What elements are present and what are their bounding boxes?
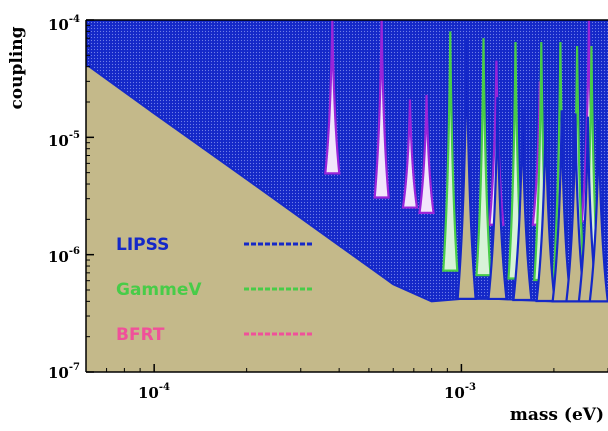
resonance-peak-gammev bbox=[442, 31, 459, 272]
resonance-peak-lipss bbox=[487, 97, 508, 301]
resonance-peak-lipss bbox=[565, 113, 586, 303]
x-axis-title: mass (eV) bbox=[510, 405, 604, 425]
legend: LIPSS GammeV BFRT bbox=[116, 235, 312, 345]
x-tick-label: 10-3 bbox=[444, 382, 476, 402]
resonance-peak-lipss bbox=[456, 38, 477, 300]
legend-label-lipss: LIPSS bbox=[116, 235, 169, 255]
y-tick-label: 10-4 bbox=[48, 14, 80, 34]
resonance-peak-bfrt bbox=[418, 94, 435, 214]
y-axis-title: coupling bbox=[7, 26, 27, 109]
resonance-peak-lipss bbox=[588, 120, 608, 303]
exclusion-region-lipss bbox=[86, 20, 608, 302]
legend-label-gammev: GammeV bbox=[116, 280, 202, 300]
y-tick-label: 10-7 bbox=[48, 362, 80, 382]
resonance-peak-gammev bbox=[475, 38, 492, 277]
x-tick-label: 10-4 bbox=[138, 382, 170, 402]
y-tick-label: 10-6 bbox=[48, 246, 80, 266]
resonance-peak-lipss bbox=[512, 107, 533, 302]
legend-label-bfrt: BFRT bbox=[116, 325, 165, 345]
resonance-peak-lipss bbox=[551, 110, 572, 303]
resonance-peak-bfrt bbox=[401, 99, 419, 209]
y-tick-label: 10-5 bbox=[48, 130, 80, 150]
resonance-peak-lipss bbox=[535, 107, 556, 303]
